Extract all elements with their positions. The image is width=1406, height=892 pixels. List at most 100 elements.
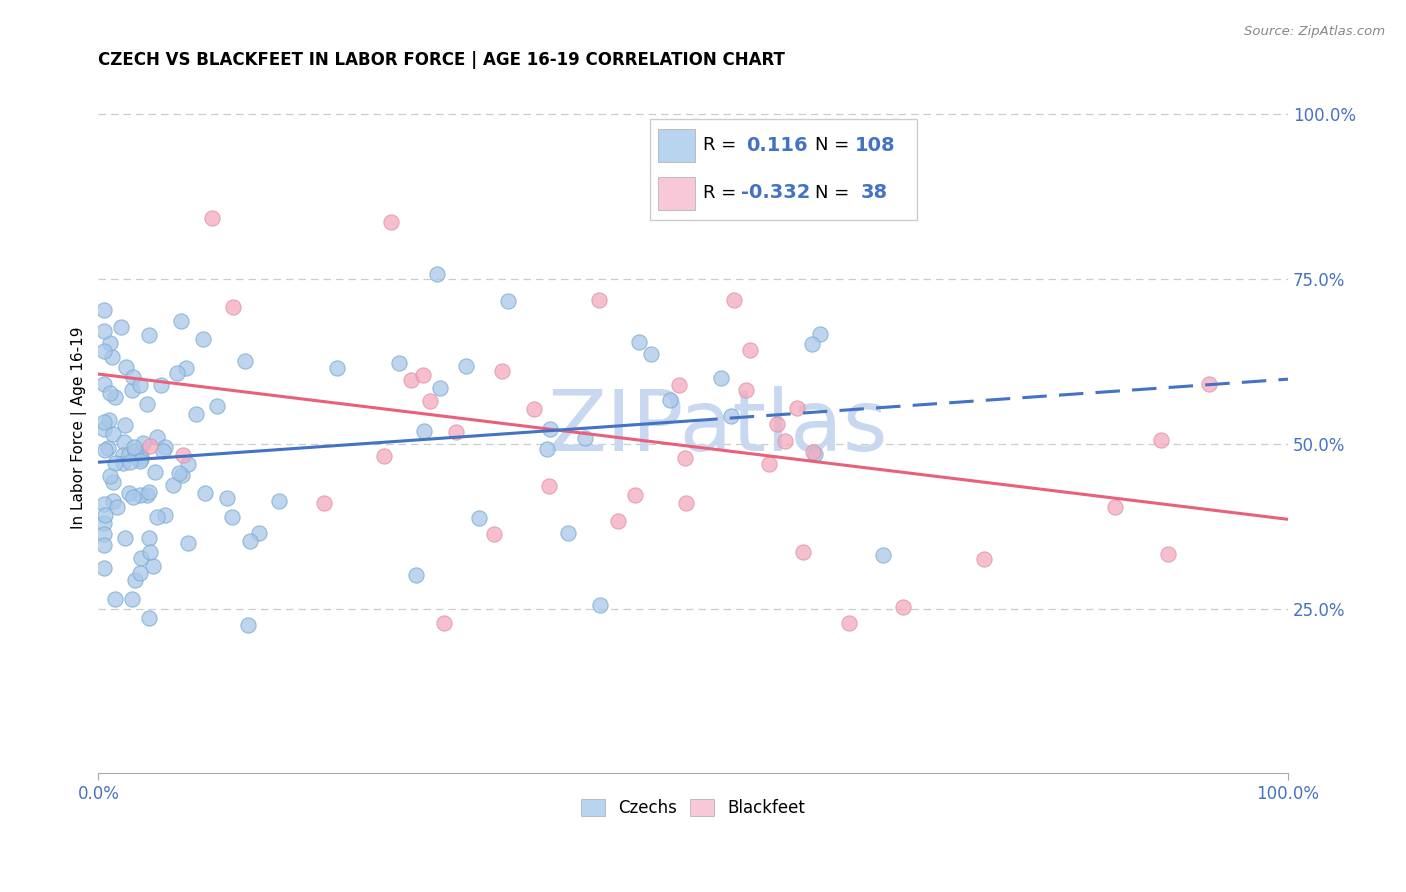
Point: [139, 439, 162, 453]
Point: [104, 456, 127, 470]
Point: [498, 294, 520, 309]
Point: [98, 336, 121, 351]
Text: N =: N =: [815, 136, 849, 154]
Point: [380, 215, 402, 229]
Point: [239, 533, 262, 548]
Point: [93, 561, 115, 575]
Point: [132, 435, 155, 450]
Point: [1198, 376, 1220, 391]
Point: [973, 552, 995, 566]
Point: [267, 494, 290, 508]
Point: [153, 508, 176, 523]
Point: [129, 377, 152, 392]
Point: [129, 454, 152, 468]
Point: [93, 415, 115, 429]
Point: [314, 495, 336, 509]
Point: [201, 211, 224, 225]
Point: [221, 510, 243, 524]
Point: [588, 293, 610, 308]
Point: [170, 467, 193, 482]
Point: [122, 370, 145, 384]
Point: [162, 478, 184, 492]
Point: [142, 558, 165, 573]
Point: [589, 599, 612, 613]
Point: [326, 361, 349, 376]
Point: [413, 424, 436, 438]
Point: [138, 611, 160, 625]
Point: [766, 417, 789, 432]
Point: [97, 441, 120, 455]
Point: [891, 600, 914, 615]
Point: [429, 381, 451, 395]
Point: [624, 488, 647, 502]
Point: [523, 401, 546, 416]
Point: [191, 333, 214, 347]
Point: [138, 327, 160, 342]
FancyBboxPatch shape: [650, 119, 917, 220]
Point: [98, 385, 121, 400]
Point: [122, 490, 145, 504]
Point: [139, 545, 162, 559]
Point: [138, 484, 160, 499]
Point: [537, 479, 560, 493]
Point: [145, 430, 167, 444]
Point: [405, 568, 427, 582]
Point: [93, 497, 115, 511]
Text: R =: R =: [703, 184, 742, 202]
Point: [233, 354, 256, 368]
Point: [101, 350, 124, 364]
Point: [101, 475, 124, 490]
Text: 38: 38: [860, 184, 887, 202]
Point: [143, 465, 166, 479]
Point: [93, 302, 115, 317]
Point: [169, 313, 191, 327]
Point: [176, 457, 198, 471]
Point: [607, 514, 630, 528]
Point: [93, 538, 115, 552]
Point: [129, 488, 152, 502]
Point: [176, 361, 198, 376]
Point: [668, 378, 690, 392]
Point: [215, 491, 238, 506]
Point: [121, 383, 143, 397]
Point: [94, 443, 117, 458]
Point: [426, 267, 449, 281]
Point: [177, 536, 200, 550]
Point: [124, 573, 146, 587]
Point: [136, 397, 159, 411]
Point: [129, 449, 152, 463]
Point: [1150, 433, 1173, 447]
Point: [536, 442, 558, 457]
Point: [720, 409, 742, 423]
Point: [93, 343, 115, 358]
Text: 108: 108: [855, 136, 896, 154]
Point: [114, 359, 136, 374]
Point: [801, 336, 824, 351]
Point: [373, 449, 395, 463]
Point: [557, 526, 579, 541]
Point: [135, 488, 157, 502]
Point: [659, 393, 682, 408]
Point: [128, 566, 150, 580]
Point: [433, 615, 456, 630]
Point: [801, 445, 824, 459]
Point: [675, 496, 697, 510]
Text: -0.332: -0.332: [741, 184, 810, 202]
Point: [454, 359, 477, 373]
Point: [114, 417, 136, 432]
Point: [247, 525, 270, 540]
Text: 0.116: 0.116: [745, 136, 807, 154]
Point: [773, 434, 796, 448]
Point: [94, 508, 117, 522]
Point: [98, 469, 121, 483]
Point: [444, 425, 467, 439]
Point: [710, 370, 733, 384]
Point: [121, 592, 143, 607]
Point: [138, 531, 160, 545]
Point: [735, 383, 758, 397]
Point: [810, 326, 832, 341]
Point: [97, 412, 120, 426]
Y-axis label: In Labor Force | Age 16-19: In Labor Force | Age 16-19: [72, 326, 87, 529]
Point: [153, 440, 176, 454]
Text: Source: ZipAtlas.com: Source: ZipAtlas.com: [1244, 25, 1385, 38]
